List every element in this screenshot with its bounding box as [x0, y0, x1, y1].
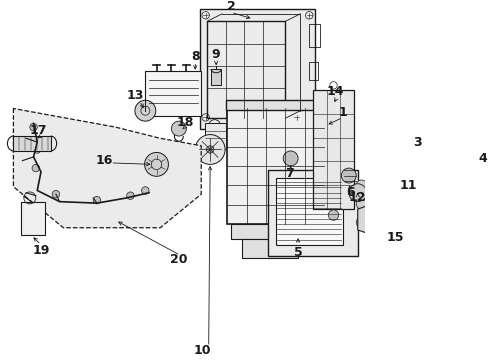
Text: 7: 7 — [285, 167, 294, 180]
Polygon shape — [13, 108, 201, 228]
Circle shape — [142, 187, 149, 194]
Text: 16: 16 — [96, 154, 113, 167]
Bar — [211, 69, 221, 85]
Circle shape — [283, 151, 298, 166]
Circle shape — [32, 165, 40, 172]
Text: 6: 6 — [346, 186, 355, 199]
Text: 2: 2 — [227, 0, 235, 13]
Text: 1: 1 — [339, 106, 347, 119]
Bar — [227, 108, 324, 224]
Bar — [276, 178, 343, 245]
Text: 4: 4 — [479, 152, 488, 165]
Circle shape — [135, 100, 156, 121]
Circle shape — [30, 123, 37, 131]
Circle shape — [349, 184, 367, 202]
Text: 12: 12 — [349, 191, 367, 204]
Circle shape — [342, 168, 356, 183]
Circle shape — [393, 167, 412, 185]
Text: 20: 20 — [170, 253, 188, 266]
Circle shape — [356, 180, 367, 190]
Text: 19: 19 — [32, 244, 49, 257]
Bar — [313, 90, 354, 209]
Text: 13: 13 — [127, 89, 145, 102]
Circle shape — [145, 152, 169, 176]
Circle shape — [93, 197, 100, 204]
Text: 10: 10 — [194, 344, 212, 357]
Circle shape — [172, 121, 186, 136]
Text: 5: 5 — [294, 246, 302, 259]
Text: 11: 11 — [400, 179, 417, 192]
Bar — [205, 123, 226, 149]
Circle shape — [356, 199, 367, 209]
Text: 17: 17 — [30, 124, 48, 138]
Text: 3: 3 — [413, 135, 422, 149]
Bar — [309, 62, 318, 80]
Bar — [200, 9, 315, 129]
Bar — [269, 170, 358, 256]
Circle shape — [33, 146, 41, 153]
Text: 18: 18 — [176, 116, 194, 129]
Bar — [21, 202, 45, 235]
Bar — [226, 100, 326, 110]
Text: 15: 15 — [386, 231, 404, 244]
Polygon shape — [358, 200, 406, 239]
Bar — [309, 24, 320, 47]
Bar — [207, 21, 286, 118]
Circle shape — [195, 135, 225, 165]
Bar — [231, 224, 320, 239]
Circle shape — [395, 137, 413, 155]
Bar — [146, 71, 201, 116]
Circle shape — [52, 190, 60, 198]
Bar — [242, 239, 298, 257]
Circle shape — [127, 192, 134, 199]
Text: 9: 9 — [212, 48, 220, 60]
Circle shape — [206, 146, 214, 153]
Bar — [13, 136, 50, 151]
Text: 14: 14 — [327, 85, 344, 98]
Circle shape — [328, 210, 339, 220]
Circle shape — [356, 217, 367, 228]
Text: 8: 8 — [191, 50, 199, 63]
